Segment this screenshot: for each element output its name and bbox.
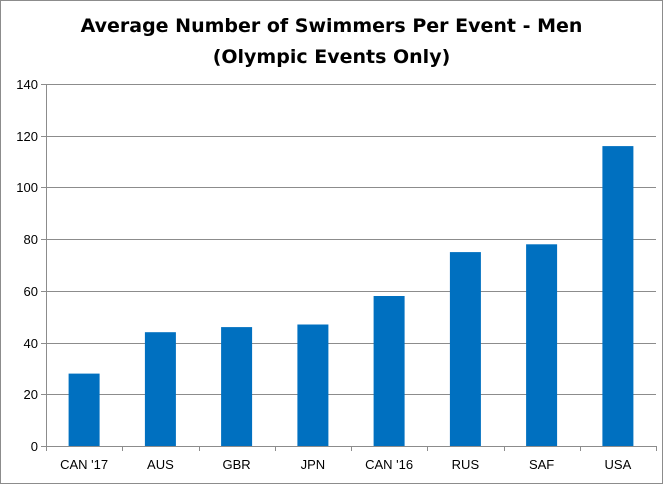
x-tick-label: JPN <box>301 457 326 472</box>
x-tick-label: USA <box>605 457 632 472</box>
axis-labels: 0 20 40 60 80 100 120 140 CAN '17 AUS GBR JPN CAN '1… <box>16 77 631 472</box>
bar <box>449 252 481 446</box>
y-tick-label: 80 <box>24 232 38 247</box>
x-tick-label: GBR <box>223 457 251 472</box>
y-tick-label: 120 <box>16 129 38 144</box>
bars <box>68 146 634 446</box>
bar <box>144 332 176 446</box>
y-tick-label: 0 <box>31 439 38 454</box>
bar <box>602 146 634 446</box>
x-tick-label: SAF <box>529 457 554 472</box>
chart-title: Average Number of Swimmers Per Event - M… <box>1 11 662 73</box>
x-tick-label: CAN '16 <box>365 457 413 472</box>
y-tick-label: 20 <box>24 387 38 402</box>
x-tick-label: CAN '17 <box>60 457 108 472</box>
bar <box>297 324 329 446</box>
chart-title-line-1: Average Number of Swimmers Per Event - M… <box>80 15 583 37</box>
x-tick-label: AUS <box>147 457 174 472</box>
chart-title-line-2: (Olympic Events Only) <box>212 46 451 68</box>
y-tick-label: 60 <box>24 284 38 299</box>
bar <box>68 373 100 446</box>
x-tick-label: RUS <box>452 457 480 472</box>
gridlines <box>46 84 656 395</box>
y-tick-label: 40 <box>24 336 38 351</box>
bar <box>373 296 405 446</box>
axes <box>41 84 657 451</box>
y-tick-label: 100 <box>16 180 38 195</box>
bar <box>221 327 253 446</box>
y-tick-label: 140 <box>16 77 38 92</box>
bar <box>526 244 558 446</box>
